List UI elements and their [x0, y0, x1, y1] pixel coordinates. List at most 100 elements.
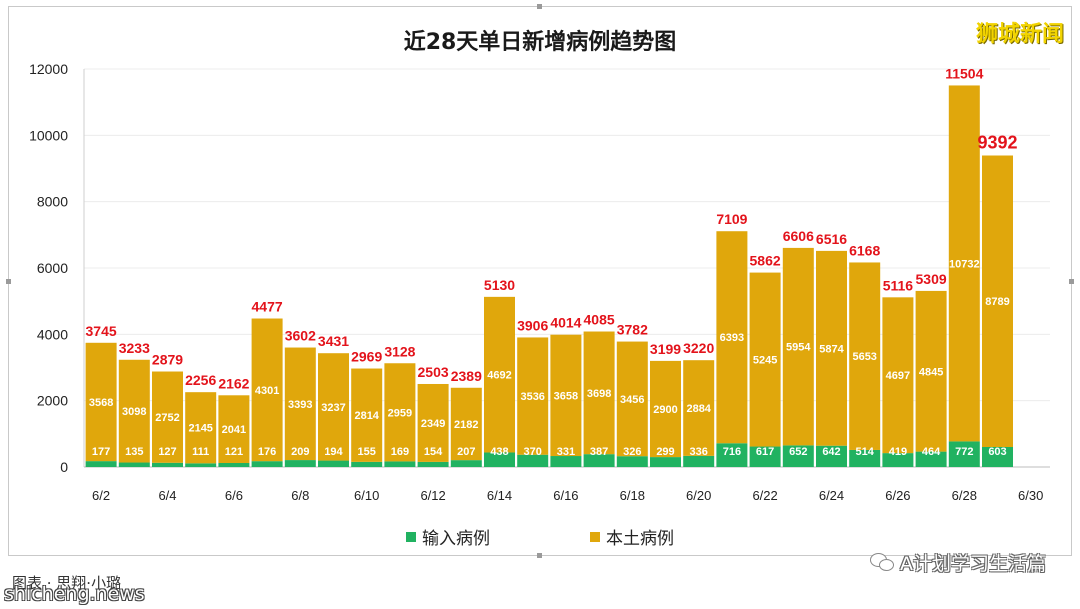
bar-imported [683, 455, 715, 467]
bar-imported [450, 460, 482, 467]
local-value-label: 3536 [520, 391, 544, 403]
bar-local [583, 331, 615, 455]
local-value-label: 6393 [720, 332, 744, 344]
y-tick-label: 0 [60, 459, 68, 475]
x-tick-label: 6/24 [819, 488, 844, 503]
bar-local [550, 334, 582, 457]
local-value-label: 3658 [554, 390, 578, 402]
bar-imported [749, 446, 781, 467]
bar-local [218, 395, 250, 463]
total-value-label: 4477 [252, 299, 283, 315]
resize-handle-top[interactable] [537, 4, 542, 9]
resize-handle-left[interactable] [6, 279, 11, 284]
imported-value-label: 419 [889, 446, 907, 458]
legend-item-imported: 输入病例 [406, 524, 490, 549]
x-tick-label: 6/28 [952, 488, 977, 503]
total-value-label: 3906 [517, 317, 548, 333]
local-value-label: 3393 [288, 399, 312, 411]
total-value-label: 2389 [451, 368, 482, 384]
total-value-label: 5130 [484, 277, 515, 293]
bar-local [284, 347, 316, 461]
resize-handle-right[interactable] [1069, 279, 1074, 284]
bar-imported [550, 456, 582, 467]
x-tick-label: 6/14 [487, 488, 512, 503]
account-watermark: A计划学习生活篇 [870, 549, 1046, 576]
chart-credit: 图表 · 思翔·小璐 [12, 574, 122, 592]
local-value-label: 5653 [852, 351, 876, 363]
legend-label-local: 本土病例 [606, 529, 674, 549]
bar-local [948, 85, 980, 442]
total-value-label: 6516 [816, 231, 847, 247]
brand-watermark: 狮城新闻 [975, 22, 1064, 47]
imported-value-label: 336 [690, 446, 708, 458]
total-value-label: 6168 [849, 242, 880, 258]
total-value-label: 4014 [550, 315, 581, 331]
bar-imported [351, 461, 383, 467]
imported-value-label: 438 [490, 446, 508, 458]
total-value-label: 3233 [119, 340, 150, 356]
local-value-label: 3568 [89, 397, 113, 409]
resize-handle-bottom[interactable] [537, 553, 542, 558]
total-value-label: 5862 [750, 253, 781, 269]
imported-value-label: 642 [822, 446, 840, 458]
imported-value-label: 111 [192, 446, 209, 458]
y-tick-label: 12000 [29, 61, 68, 77]
bar-local [683, 360, 715, 456]
x-tick-label: 6/2 [92, 488, 110, 503]
bar-imported [882, 453, 914, 467]
bar-imported [484, 452, 515, 467]
x-tick-label: 6/12 [420, 488, 445, 503]
bar-local [118, 359, 150, 463]
local-value-label: 4301 [255, 385, 279, 397]
imported-value-label: 772 [955, 446, 973, 458]
bar-imported [650, 457, 681, 467]
bar-local [650, 360, 681, 458]
bar-imported [948, 441, 980, 467]
total-value-label: 3220 [683, 340, 714, 356]
x-tick-label: 6/26 [885, 488, 910, 503]
account-name: A计划学习生活篇 [900, 553, 1046, 575]
legend-item-local: 本土病例 [590, 524, 674, 549]
bar-imported [915, 451, 947, 467]
imported-value-label: 652 [789, 446, 807, 458]
legend-label-imported: 输入病例 [422, 529, 490, 549]
y-tick-label: 10000 [29, 127, 68, 143]
imported-value-label: 169 [391, 446, 409, 458]
total-value-label: 3431 [318, 333, 349, 349]
bar-imported [185, 463, 217, 467]
local-value-label: 2959 [388, 407, 412, 419]
bar-local [152, 371, 183, 463]
chart-title: 近28天单日新增病例趋势图 [403, 30, 677, 55]
local-value-label: 3698 [587, 388, 611, 400]
bar-local [616, 341, 648, 457]
total-value-label: 3745 [86, 323, 117, 339]
bar-local [716, 231, 748, 444]
bar-imported [417, 461, 449, 467]
bar-local [849, 262, 881, 450]
imported-value-label: 603 [988, 446, 1006, 458]
total-value-label: 2256 [185, 372, 216, 388]
x-tick-label: 6/18 [620, 488, 645, 503]
wechat-icon [870, 552, 894, 573]
bar-imported [816, 445, 847, 467]
imported-value-label: 135 [125, 446, 143, 458]
x-tick-label: 6/16 [553, 488, 578, 503]
bar-local [85, 342, 117, 462]
total-value-label: 2503 [418, 364, 449, 380]
bar-imported [318, 460, 349, 467]
total-value-label: 7109 [716, 211, 747, 227]
site-watermark: shicheng.news [4, 583, 145, 605]
bar-imported [118, 462, 150, 467]
total-value-label: 2162 [218, 375, 249, 391]
local-value-label: 2145 [188, 423, 212, 435]
local-value-label: 3237 [321, 402, 345, 414]
x-tick-label: 6/8 [291, 488, 309, 503]
imported-value-label: 154 [424, 446, 443, 458]
bar-imported [152, 462, 183, 467]
local-value-label: 4692 [487, 370, 511, 382]
local-value-label: 5874 [819, 343, 844, 355]
bar-imported [716, 443, 748, 467]
total-value-label: 11504 [945, 65, 983, 81]
bar-imported [284, 460, 316, 467]
bar-local [318, 353, 349, 461]
